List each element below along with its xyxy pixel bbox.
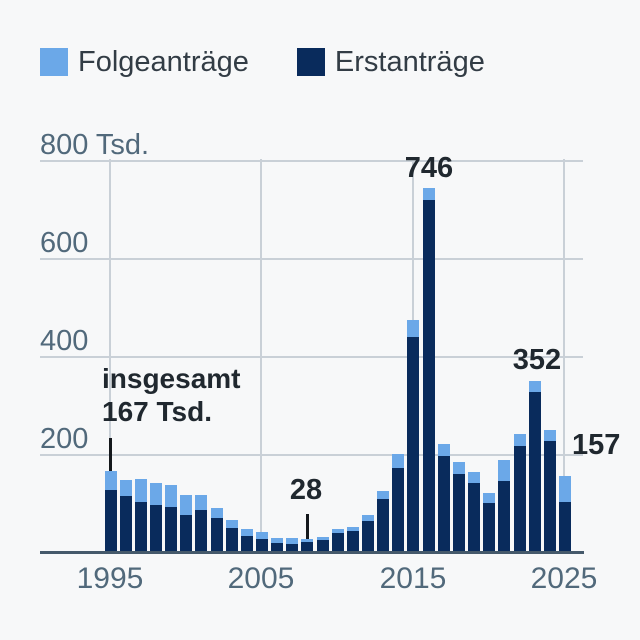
bar-1996-erstantraege [119,496,132,553]
gridline-year-1995 [109,159,111,553]
bar-2006-erstantraege [271,542,284,553]
bar-1995-erstantraege [104,490,117,553]
legend-item-folgeantraege: Folgeanträge [40,47,249,77]
bar-2007-folgeantraege [286,538,299,544]
bar-2004-folgeantraege [240,528,253,536]
bar-2025-erstantraege [558,501,571,553]
bar-1996-folgeantraege [119,479,132,496]
gridline-year-2025 [563,159,565,553]
bar-2012-erstantraege [362,521,374,553]
gridline-800 [40,160,583,162]
legend-item-erstantraege: Erstanträge [296,46,485,78]
callout-line-2008 [306,514,309,539]
bar-2001-erstantraege [195,509,208,553]
bar-2002-erstantraege [210,518,223,553]
bar-2018-folgeantraege [452,462,465,474]
x-axis-label-2005: 2005 [227,562,295,595]
bar-2024-erstantraege [543,440,556,553]
callout-2023-total: 352 [512,344,562,376]
bar-1998-erstantraege [149,504,162,553]
bar-2010-folgeantraege [331,529,344,533]
bar-2008-erstantraege [301,542,314,553]
bar-2015-erstantraege [407,336,420,553]
callout-2008-total: 28 [289,474,323,506]
y-axis-label-600: 600 [40,227,89,259]
callout-2016-total: 746 [404,152,454,184]
bar-2003-erstantraege [225,528,238,553]
callout-1995-line2: 167 Tsd. [102,396,212,427]
bar-1999-erstantraege [165,506,178,553]
bar-2023-erstantraege [528,391,541,553]
bar-2004-erstantraege [240,535,253,553]
bar-2003-folgeantraege [225,519,238,529]
bar-2009-folgeantraege [316,536,329,540]
bar-2001-folgeantraege [195,495,208,510]
callout-1995-line1: insgesamt [102,363,241,394]
bar-2007-erstantraege [286,543,299,553]
bar-2008-folgeantraege [301,539,314,543]
bar-2011-folgeantraege [346,526,359,531]
bar-2017-erstantraege [437,456,450,553]
bar-2014-folgeantraege [392,453,405,469]
y-axis-label-400: 400 [40,325,89,357]
bar-2021-folgeantraege [498,459,511,481]
bar-2006-folgeantraege [271,538,284,543]
bar-2016-erstantraege [422,199,435,553]
bar-2005-folgeantraege [256,532,268,539]
bar-2013-folgeantraege [377,490,390,500]
bar-2021-erstantraege [498,480,511,553]
chart-legend: Folgeanträge Erstanträge [40,47,485,77]
bar-2019-folgeantraege [468,471,480,484]
bar-2015-folgeantraege [407,319,420,337]
bar-1999-folgeantraege [165,485,178,507]
bar-2010-erstantraege [331,532,344,553]
bar-2022-erstantraege [513,446,526,553]
callout-1995-total: insgesamt 167 Tsd. [102,362,241,428]
gridline-600 [40,258,583,260]
bar-2020-folgeantraege [483,493,496,503]
bar-2009-erstantraege [316,539,329,553]
bar-2022-folgeantraege [513,433,526,447]
gridline-200 [40,454,583,456]
x-axis-label-2015: 2015 [379,562,447,595]
bar-1997-folgeantraege [134,478,147,502]
callout-2025-total: 157 [572,429,621,461]
bar-1997-erstantraege [134,501,147,553]
gridline-400 [40,356,583,358]
bar-2024-folgeantraege [543,430,556,441]
y-axis-label-800: 800 Tsd. [40,129,150,161]
bar-2023-folgeantraege [528,380,541,392]
bar-1995-folgeantraege [104,471,117,491]
bar-2011-erstantraege [346,530,359,553]
legend-label-erstantraege: Erstanträge [334,46,485,78]
bar-2012-folgeantraege [362,514,374,522]
bar-2017-folgeantraege [437,444,450,456]
bar-2019-erstantraege [468,483,480,553]
bar-2013-erstantraege [377,499,390,553]
bar-2014-erstantraege [392,468,405,553]
bar-1998-folgeantraege [149,482,162,505]
bar-2020-erstantraege [483,502,496,553]
legend-label-folgeantraege: Folgeanträge [78,46,249,78]
bar-2025-folgeantraege [558,476,571,502]
bar-2000-folgeantraege [180,495,193,515]
x-axis-baseline [40,551,584,554]
erstantraege-color-swatch [296,48,325,76]
folgeantraege-color-swatch [40,48,68,76]
x-axis-label-1995: 1995 [76,562,144,595]
x-axis-label-2025: 2025 [530,562,598,595]
bar-2016-folgeantraege [422,188,435,200]
callout-line-1995 [109,438,112,471]
bar-2002-folgeantraege [210,508,223,519]
bar-2000-erstantraege [180,514,193,553]
bar-2018-erstantraege [452,473,465,553]
gridline-year-2005 [260,159,262,553]
y-axis-label-200: 200 [40,423,89,455]
bar-2005-erstantraege [256,538,268,553]
